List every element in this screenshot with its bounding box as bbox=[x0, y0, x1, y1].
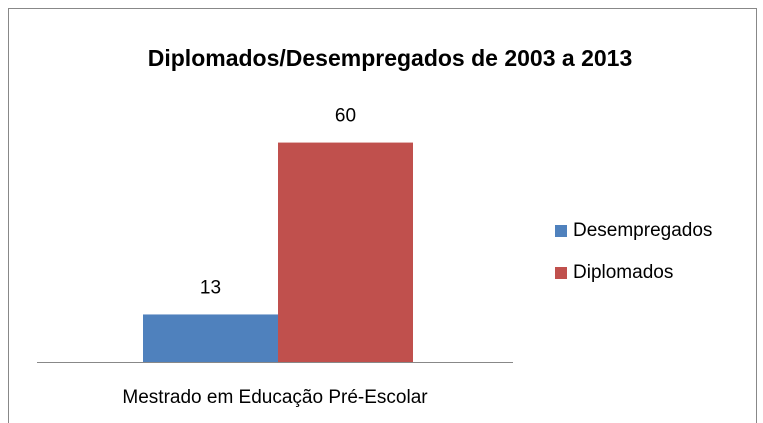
x-tick-label: Mestrado em Educação Pré-Escolar bbox=[122, 387, 428, 408]
legend-label: Diplomados bbox=[573, 262, 673, 283]
legend-swatch bbox=[555, 267, 567, 279]
data-label: 13 bbox=[200, 277, 221, 298]
legend-label: Desempregados bbox=[573, 220, 712, 241]
chart-title: Diplomados/Desempregados de 2003 a 2013 bbox=[148, 45, 633, 71]
bar bbox=[278, 142, 413, 362]
bar bbox=[143, 314, 278, 362]
data-label: 60 bbox=[335, 106, 356, 127]
legend-swatch bbox=[555, 225, 567, 237]
